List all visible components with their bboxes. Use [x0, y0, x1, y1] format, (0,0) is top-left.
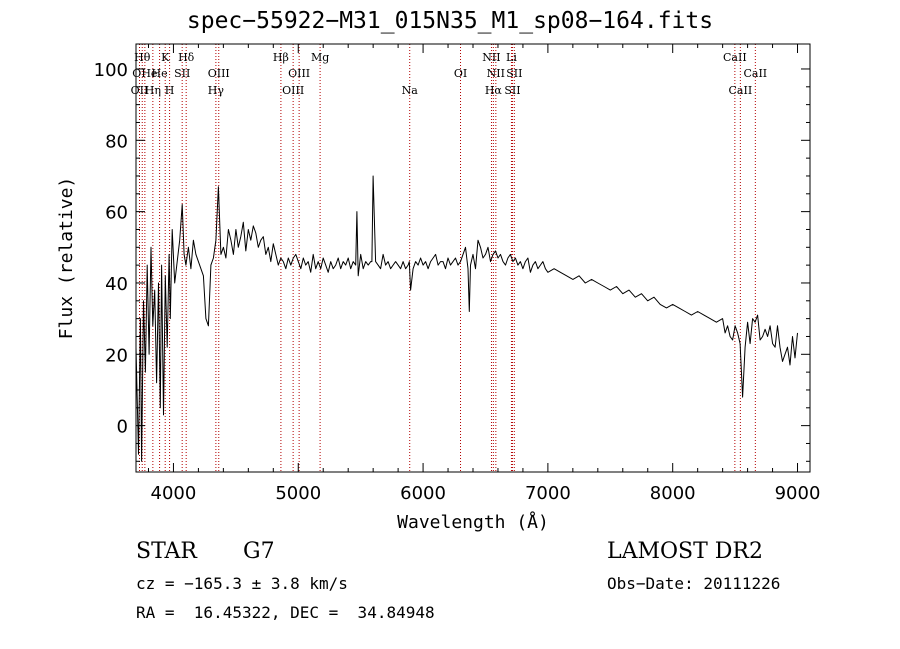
y-tick-label: 40: [105, 274, 128, 295]
line-label: Hγ: [208, 84, 225, 97]
coordinates-text: RA = 16.45322, DEC = 34.84948: [136, 603, 435, 622]
line-label: Hθ: [134, 51, 151, 64]
line-label: OIII: [288, 67, 310, 80]
line-label: Li: [506, 51, 517, 64]
line-label: OIII: [208, 67, 230, 80]
survey-name: LAMOST DR2: [607, 539, 763, 564]
line-label: SII: [504, 84, 520, 97]
plot-frame: [135, 43, 811, 473]
y-tick-label: 0: [117, 417, 128, 438]
axis-ticks: 4000 5000 6000 7000 8000 9000 0 20 40 60 80 100: [94, 44, 821, 504]
object-subclass: G7: [243, 539, 275, 564]
x-tick-label: 6000: [400, 483, 446, 504]
x-tick-label: 9000: [775, 483, 821, 504]
line-label: K: [161, 51, 170, 64]
x-tick-label: 8000: [650, 483, 696, 504]
spectrum-series: [135, 175, 798, 462]
line-label: Hη: [145, 84, 161, 97]
y-tick-label: 100: [94, 60, 128, 81]
spectral-line-markers: [138, 44, 756, 472]
x-tick-label: 5000: [275, 483, 321, 504]
y-tick-label: 60: [105, 203, 128, 224]
line-label: CaII: [743, 67, 767, 80]
line-label: Hβ: [273, 51, 289, 64]
line-label: NII: [482, 51, 500, 64]
line-label: SII: [506, 67, 522, 80]
line-label: SII: [174, 67, 190, 80]
y-tick-label: 80: [105, 131, 128, 152]
x-axis-label: Wavelength (Å): [397, 511, 549, 533]
line-label: Hδ: [178, 51, 195, 64]
y-axis-label: Flux (relative): [56, 177, 77, 340]
spectrum-line: [135, 175, 798, 462]
line-label: OHe: [132, 67, 157, 80]
line-label: CaII: [729, 84, 753, 97]
line-label: NII: [487, 67, 505, 80]
line-label: OIII: [282, 84, 304, 97]
x-tick-label: 7000: [525, 483, 571, 504]
line-label: OI: [454, 67, 467, 80]
line-label: H: [165, 84, 175, 97]
line-label: OII: [131, 84, 149, 97]
line-label: CaII: [723, 51, 747, 64]
object-class: STAR: [136, 539, 197, 564]
y-tick-label: 20: [105, 345, 128, 366]
line-label: Hα: [485, 84, 503, 97]
obs-date-text: Obs−Date: 20111226: [607, 574, 781, 593]
chart-title: spec−55922−M31_015N35_M1_sp08−164.fits: [186, 8, 714, 34]
line-labels: OIIHθOHeHηHeKHSIIHδHγOIIIHβOIIIOIIIMgNaO…: [131, 51, 768, 97]
line-label: Na: [402, 84, 419, 97]
x-tick-label: 4000: [151, 483, 197, 504]
line-label: He: [152, 67, 168, 80]
redshift-text: cz = −165.3 ± 3.8 km/s: [136, 574, 348, 593]
line-label: Mg: [311, 51, 329, 64]
